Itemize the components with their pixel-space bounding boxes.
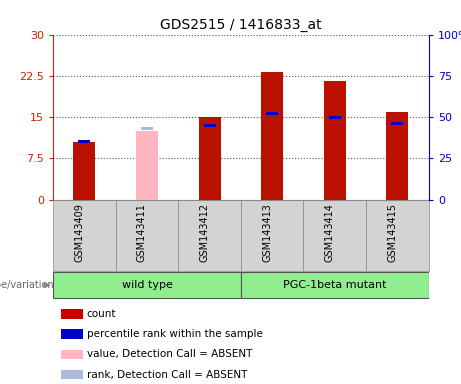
Text: GSM143415: GSM143415 bbox=[387, 203, 397, 262]
Bar bbox=[116, 200, 178, 271]
Bar bbox=[303, 200, 366, 271]
Text: genotype/variation: genotype/variation bbox=[0, 280, 54, 290]
Text: value, Detection Call = ABSENT: value, Detection Call = ABSENT bbox=[87, 349, 252, 359]
Bar bbox=[78, 141, 90, 143]
Bar bbox=[141, 127, 153, 130]
Text: percentile rank within the sample: percentile rank within the sample bbox=[87, 329, 263, 339]
Bar bbox=[60, 349, 83, 359]
Text: GSM143411: GSM143411 bbox=[137, 203, 147, 262]
Text: wild type: wild type bbox=[122, 280, 172, 290]
Text: PGC-1beta mutant: PGC-1beta mutant bbox=[283, 280, 387, 290]
Bar bbox=[136, 131, 158, 200]
Bar bbox=[241, 272, 429, 298]
Bar bbox=[261, 72, 283, 200]
Bar bbox=[266, 112, 278, 115]
Bar bbox=[60, 370, 83, 379]
Text: GSM143412: GSM143412 bbox=[200, 203, 210, 262]
Text: GSM143414: GSM143414 bbox=[325, 203, 335, 262]
Text: GSM143409: GSM143409 bbox=[74, 203, 84, 262]
Bar bbox=[324, 81, 346, 200]
Title: GDS2515 / 1416833_at: GDS2515 / 1416833_at bbox=[160, 18, 322, 32]
Bar bbox=[60, 329, 83, 339]
Bar bbox=[204, 124, 216, 127]
Bar bbox=[241, 200, 303, 271]
Bar bbox=[178, 200, 241, 271]
Bar bbox=[329, 116, 341, 119]
Bar bbox=[199, 117, 220, 200]
Bar bbox=[73, 142, 95, 200]
Bar bbox=[391, 122, 403, 125]
Bar bbox=[60, 309, 83, 319]
Text: rank, Detection Call = ABSENT: rank, Detection Call = ABSENT bbox=[87, 369, 247, 379]
Bar bbox=[366, 200, 429, 271]
Bar bbox=[386, 112, 408, 200]
Bar bbox=[53, 272, 241, 298]
Text: count: count bbox=[87, 309, 116, 319]
Bar bbox=[53, 200, 116, 271]
Text: GSM143413: GSM143413 bbox=[262, 203, 272, 262]
